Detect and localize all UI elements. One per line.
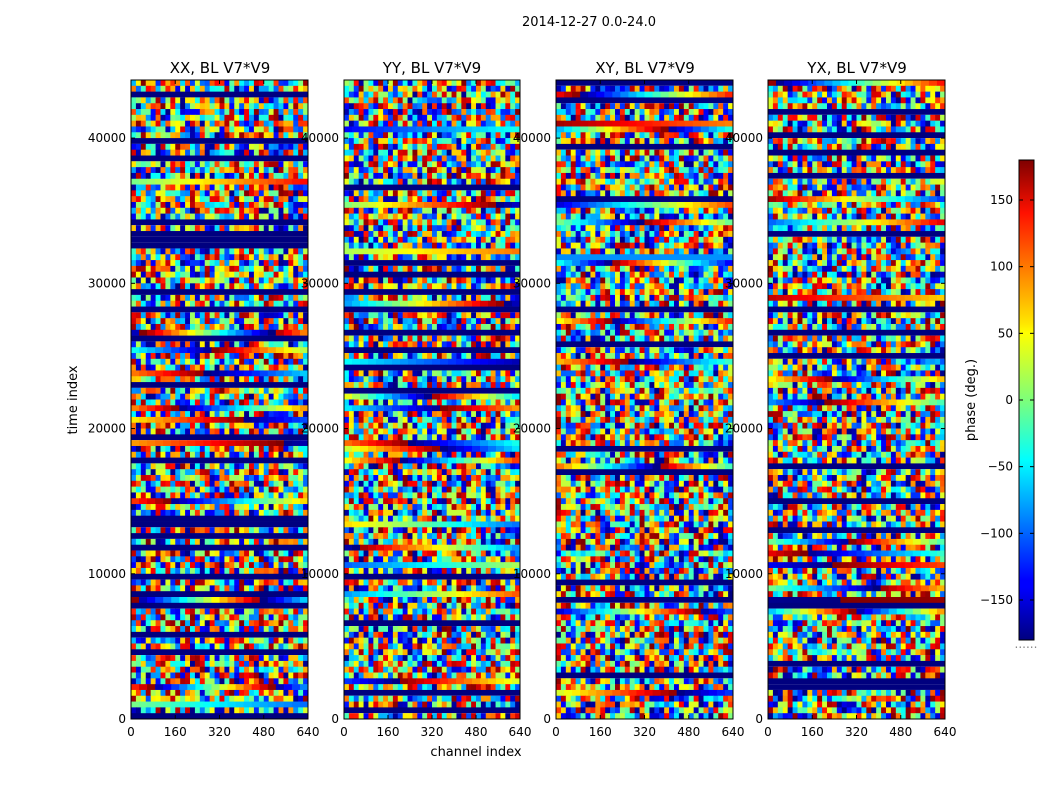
colorbar-tick-label: 150 [990, 193, 1013, 207]
x-tick-label: 160 [164, 725, 187, 739]
y-axis-label: time index [66, 365, 81, 434]
panel-title: XY, BL V7*V9 [595, 59, 695, 77]
x-tick-label: 640 [297, 725, 320, 739]
x-tick-label: 320 [421, 725, 444, 739]
x-tick-label: 160 [801, 725, 824, 739]
colorbar-tick-label: 0 [1005, 393, 1013, 407]
panel-title: XX, BL V7*V9 [170, 59, 271, 77]
x-axis-label: channel index [430, 745, 521, 760]
y-tick-label: 10000 [301, 567, 339, 581]
y-tick-label: 30000 [88, 276, 126, 290]
x-tick-label: 480 [889, 725, 912, 739]
colorbar-footer: ...... [1015, 637, 1038, 651]
panel-xy: XY, BL V7*V9 0 160 320 480 640 0 10000 20000 30… [513, 59, 745, 739]
figure-suptitle: 2014-12-27 0.0-24.0 [522, 15, 656, 30]
x-tick-label: 160 [377, 725, 400, 739]
y-tick-label: 40000 [301, 131, 339, 145]
y-tick-label: 40000 [513, 131, 551, 145]
x-tick-label: 480 [252, 725, 275, 739]
y-tick-label: 30000 [725, 276, 763, 290]
y-tick-label: 0 [543, 712, 551, 726]
heatmap-image [556, 80, 734, 720]
colorbar-tick-label: 100 [990, 260, 1013, 274]
y-tick-label: 40000 [725, 131, 763, 145]
x-tick-label: 0 [764, 725, 772, 739]
x-tick-label: 320 [633, 725, 656, 739]
y-tick-label: 0 [331, 712, 339, 726]
y-tick-label: 10000 [725, 567, 763, 581]
x-tick-label: 640 [722, 725, 745, 739]
colorbar-tick-label: 50 [998, 326, 1013, 340]
x-tick-label: 0 [340, 725, 348, 739]
y-tick-label: 40000 [88, 131, 126, 145]
y-tick-label: 10000 [88, 567, 126, 581]
x-tick-label: 480 [465, 725, 488, 739]
y-tick-label: 30000 [513, 276, 551, 290]
y-tick-label: 20000 [725, 422, 763, 436]
y-tick-label: 0 [118, 712, 126, 726]
colorbar-label: phase (deg.) [964, 359, 979, 441]
x-tick-label: 640 [509, 725, 532, 739]
panel-xx: XX, BL V7*V9 0 160 320 480 640 0 10000 20000 30… [88, 59, 320, 739]
colorbar: 150 100 50 0 −50 −100 −150 phase (deg.) ...... [964, 159, 1038, 651]
panel-yx: YX, BL V7*V9 0 160 320 480 640 0 10000 20000 30… [725, 59, 957, 739]
colorbar-tick-label: −100 [980, 526, 1013, 540]
y-tick-label: 10000 [513, 567, 551, 581]
x-tick-label: 480 [677, 725, 700, 739]
colorbar-tick-label: −150 [980, 593, 1013, 607]
y-tick-label: 20000 [88, 422, 126, 436]
x-tick-label: 320 [845, 725, 868, 739]
x-tick-label: 0 [127, 725, 135, 739]
y-tick-label: 30000 [301, 276, 339, 290]
y-tick-label: 20000 [513, 422, 551, 436]
colorbar-tick-label: −50 [988, 460, 1013, 474]
panel-yy: YY, BL V7*V9 0 160 320 480 640 0 10000 20000 30… [301, 59, 532, 739]
y-tick-label: 20000 [301, 422, 339, 436]
heatmap-image [768, 80, 946, 720]
heatmap-image [344, 80, 521, 720]
x-tick-label: 640 [934, 725, 957, 739]
heatmap-image [131, 80, 309, 719]
y-tick-label: 0 [755, 712, 763, 726]
panel-title: YX, BL V7*V9 [806, 59, 907, 77]
panel-title: YY, BL V7*V9 [382, 59, 481, 77]
x-tick-label: 320 [208, 725, 231, 739]
x-tick-label: 0 [552, 725, 560, 739]
x-tick-label: 160 [589, 725, 612, 739]
